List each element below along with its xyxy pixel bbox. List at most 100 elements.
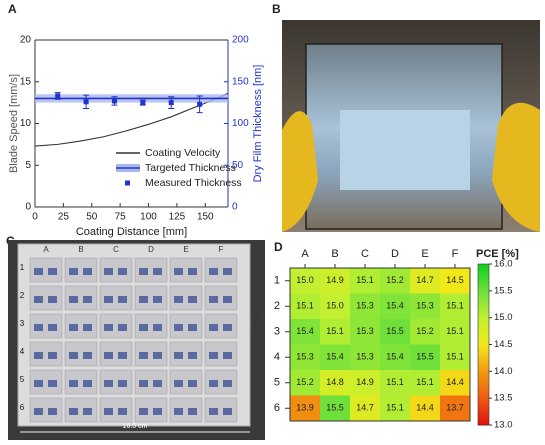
- heatmap-cell: [320, 344, 350, 370]
- x-axis-label: Coating Distance [mm]: [76, 226, 187, 238]
- colorbar-step: [478, 368, 489, 372]
- device-pixel: [83, 380, 92, 387]
- x-tick-label: 150: [197, 212, 214, 223]
- cell-label: 14.8: [326, 377, 344, 387]
- cell-label: 15.4: [386, 301, 404, 311]
- device-pixel: [69, 296, 78, 303]
- colorbar-step: [478, 331, 489, 335]
- device-pixel: [118, 296, 127, 303]
- device-pixel: [153, 408, 162, 415]
- device-pixel: [104, 408, 113, 415]
- colorbar-step: [478, 414, 489, 418]
- heatmap-cell: [380, 268, 410, 294]
- colorbar-step: [478, 280, 489, 284]
- colorbar-step: [478, 352, 489, 356]
- colorbar-step: [478, 355, 489, 359]
- legend-label: Coating Velocity: [145, 147, 221, 159]
- device-pixel: [188, 380, 197, 387]
- y2-tick-label: 0: [232, 202, 238, 213]
- device-pixel: [104, 352, 113, 359]
- y2-tick-label: 150: [232, 76, 249, 87]
- heatmap-cell: [410, 268, 440, 294]
- device-pixel: [139, 380, 148, 387]
- x-tick-label: 0: [32, 212, 38, 223]
- device-pixel: [118, 268, 127, 275]
- device-pixel: [34, 408, 43, 415]
- colorbar-step: [478, 365, 489, 370]
- device-pixel: [83, 268, 92, 275]
- column-label: F: [219, 245, 224, 254]
- error-cap: [168, 96, 175, 109]
- row-label: 1: [274, 275, 280, 287]
- colorbar-step: [478, 403, 489, 407]
- row-label: 5: [20, 375, 25, 384]
- heatmap-cell: [350, 319, 380, 345]
- heatmap-cell: [350, 293, 380, 319]
- column-label: A: [43, 245, 49, 254]
- row-label: 2: [274, 300, 280, 312]
- cell-label: 15.3: [356, 301, 374, 311]
- cell-label: 15.3: [356, 326, 374, 336]
- device-pixel: [188, 352, 197, 359]
- error-cap: [111, 96, 118, 106]
- device-pixel: [153, 324, 162, 331]
- device-pixel: [174, 268, 183, 275]
- colorbar-step: [478, 357, 489, 362]
- heatmap-cell: [320, 395, 350, 421]
- device-pixel: [83, 296, 92, 303]
- device-pixel: [118, 324, 127, 331]
- column-label: F: [452, 248, 459, 260]
- heatmap-cell: [380, 344, 410, 370]
- legend-marker: [125, 180, 130, 186]
- device-pixel: [69, 408, 78, 415]
- heatmap-cell: [410, 293, 440, 319]
- heatmap-cell: [440, 319, 470, 345]
- device-pixel: [223, 296, 232, 303]
- colorbar-step: [478, 336, 489, 340]
- device-pixel: [174, 352, 183, 359]
- column-label: C: [113, 245, 119, 254]
- cell-label: 14.7: [416, 275, 434, 285]
- cell-label: 15.2: [296, 377, 314, 387]
- marker: [111, 98, 117, 104]
- device-pixel: [174, 380, 183, 387]
- heatmap-cell: [380, 370, 410, 396]
- legend-label: Targeted Thickness: [145, 162, 236, 174]
- cell-label: 15.1: [356, 275, 374, 285]
- cell-label: 15.5: [326, 403, 344, 413]
- device-pixel: [139, 296, 148, 303]
- colorbar-step: [478, 285, 489, 289]
- device-pixel: [48, 380, 57, 387]
- colorbar-tick-label: 14.0: [494, 366, 513, 377]
- marker: [55, 93, 61, 99]
- error-cap: [83, 94, 90, 109]
- x-tick-label: 25: [58, 212, 70, 223]
- colorbar-step: [478, 320, 489, 324]
- device-pixel: [223, 380, 232, 387]
- device-pixel: [209, 380, 218, 387]
- device-pixel: [209, 352, 218, 359]
- cell-label: 15.1: [326, 326, 344, 336]
- device-pixel: [209, 268, 218, 275]
- colorbar-step: [478, 328, 489, 332]
- cell-label: 15.3: [296, 352, 314, 362]
- row-label: 3: [20, 319, 25, 328]
- photo-b: [282, 20, 540, 233]
- cell-label: 14.9: [326, 275, 344, 285]
- colorbar-step: [478, 376, 489, 380]
- y-axis-label: Blade Speed [mm/s]: [8, 74, 20, 173]
- colorbar-step: [478, 411, 489, 415]
- column-label: D: [391, 248, 399, 260]
- heatmap-frame: [289, 267, 471, 422]
- x-tick-label: 50: [86, 212, 98, 223]
- heatmap-cell: [290, 293, 320, 319]
- cell-label: 15.5: [386, 326, 404, 336]
- device-pixel: [209, 408, 218, 415]
- device-pixel: [223, 352, 232, 359]
- colorbar-step: [478, 379, 489, 383]
- y-tick-label: 20: [20, 35, 32, 46]
- colorbar-step: [478, 269, 489, 273]
- row-label: 3: [274, 326, 280, 338]
- heatmap-cell: [380, 293, 410, 319]
- device-pixel: [48, 268, 57, 275]
